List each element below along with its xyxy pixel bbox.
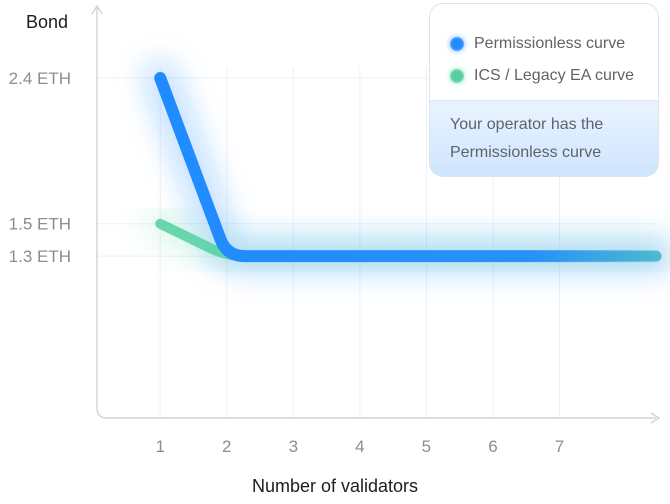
x-tick-label-2: 2 [222, 437, 231, 456]
x-tick-label-6: 6 [488, 437, 497, 456]
x-tick-label-7: 7 [555, 437, 564, 456]
y-axis-title: Bond [26, 12, 68, 32]
tick-labels: 1 2 3 4 5 6 7 2.4 ETH 1.5 ETH 1.3 ETH [9, 69, 565, 456]
y-tick-label-0: 2.4 ETH [9, 69, 71, 88]
x-axis-arrow [650, 412, 661, 424]
legend-panel: Permissionless curve ICS / Legacy EA cur… [429, 3, 659, 177]
legend-label-permissionless: Permissionless curve [474, 35, 626, 52]
y-tick-label-1: 1.5 ETH [9, 215, 71, 234]
y-tick-label-2: 1.3 ETH [9, 247, 71, 266]
x-axis [96, 8, 656, 419]
x-tick-label-1: 1 [155, 437, 164, 456]
legend-label-ics: ICS / Legacy EA curve [474, 67, 635, 84]
x-tick-label-3: 3 [289, 437, 298, 456]
legend-swatch-permissionless [450, 37, 464, 51]
y-axis-arrow [91, 4, 103, 15]
operator-curve-note: Your operator has the Permissionless cur… [430, 100, 658, 176]
legend-item-ics: ICS / Legacy EA curve [450, 64, 634, 88]
axes: 1 2 3 4 5 6 7 2.4 ETH 1.5 ETH 1.3 ETH Bond Number… [9, 4, 670, 496]
curves [154, 72, 662, 263]
legend-item-permissionless: Permissionless curve [450, 32, 625, 56]
x-tick-label-4: 4 [355, 437, 364, 456]
x-tick-label-5: 5 [422, 437, 431, 456]
series-line-0 [154, 72, 662, 263]
legend-swatch-ics [450, 69, 464, 83]
x-axis-title: Number of validators [252, 476, 418, 496]
